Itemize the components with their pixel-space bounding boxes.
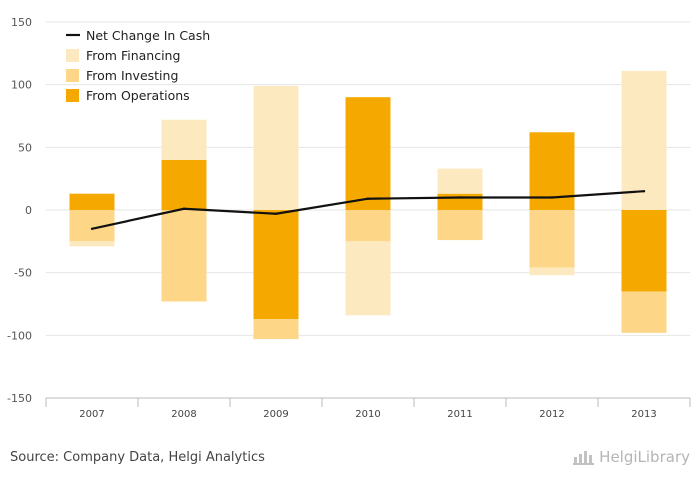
bar-segment (161, 210, 207, 302)
legend-label: From Operations (86, 88, 190, 103)
bar-segment (253, 85, 299, 210)
x-axis: 2007 2008 2009 2010 2011 2012 2013 (45, 397, 691, 420)
line-point (642, 190, 646, 193)
x-tick-label: 2009 (263, 409, 288, 420)
bar-segment (69, 193, 115, 210)
bar-segment (253, 319, 299, 340)
bar-segment (437, 193, 483, 210)
bar-segment (161, 159, 207, 210)
legend-box-swatch (66, 69, 79, 82)
y-tick-label: 100 (11, 79, 32, 92)
bar-segment (529, 267, 575, 276)
x-tick-label: 2010 (355, 409, 380, 420)
source-note: Source: Company Data, Helgi Analytics (10, 450, 265, 465)
bar-segment (345, 241, 391, 316)
legend-box-swatch (66, 49, 79, 62)
line-point (550, 196, 554, 199)
bar-segment (161, 119, 207, 160)
chart: -150 -100 -50 0 50 100 150 2007 2008 2009 2010 201… (7, 16, 691, 420)
x-tick-label: 2013 (631, 409, 656, 420)
net-change-line (90, 190, 646, 230)
y-axis-tick-labels: -150 -100 -50 0 50 100 150 (7, 16, 32, 405)
y-tick-label: 50 (18, 141, 32, 154)
x-tick-label: 2011 (447, 409, 472, 420)
y-tick-label: -100 (7, 329, 32, 342)
line-point (90, 227, 94, 230)
stacked-bars (69, 70, 667, 340)
brand-name: HelgiLibrary (599, 448, 690, 466)
line-point (458, 196, 462, 199)
legend-label: Net Change In Cash (86, 28, 210, 43)
line-point (274, 212, 278, 215)
bar-segment (437, 168, 483, 194)
legend: Net Change In Cash From Financing From Inv… (66, 28, 210, 103)
x-tick-label: 2008 (171, 409, 196, 420)
library-icon (573, 451, 595, 465)
legend-box-swatch (66, 89, 79, 102)
y-tick-label: 150 (11, 16, 32, 29)
line-point (366, 197, 370, 200)
x-tick-label: 2007 (79, 409, 104, 420)
bar-segment (253, 210, 299, 320)
y-tick-label: 0 (25, 204, 32, 217)
legend-label: From Financing (86, 48, 180, 63)
bar-segment (529, 210, 575, 268)
y-tick-label: -150 (7, 392, 32, 405)
line-point (182, 207, 186, 210)
brand-logo: HelgiLibrary (573, 448, 690, 466)
bar-segment (621, 291, 667, 333)
y-tick-label: -50 (14, 267, 32, 280)
bar-segment (621, 210, 667, 292)
bar-segment (345, 210, 391, 242)
x-tick-label: 2012 (539, 409, 564, 420)
legend-label: From Investing (86, 68, 178, 83)
bar-segment (437, 210, 483, 241)
bar-segment (621, 70, 667, 210)
bar-segment (345, 97, 391, 210)
bar-segment (69, 241, 115, 247)
